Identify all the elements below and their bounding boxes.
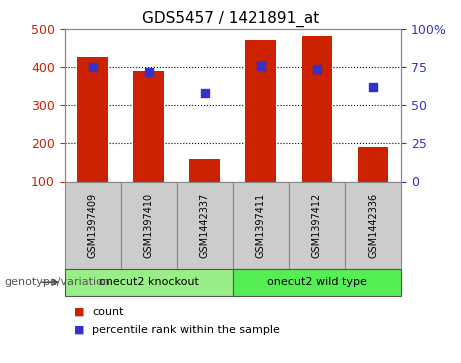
Point [257, 63, 265, 69]
Text: ■: ■ [74, 307, 84, 317]
Text: percentile rank within the sample: percentile rank within the sample [92, 325, 280, 335]
Text: onecut2 knockout: onecut2 knockout [99, 277, 199, 287]
Text: GSM1397412: GSM1397412 [312, 192, 322, 258]
Bar [77, 57, 108, 182]
Text: GSM1442337: GSM1442337 [200, 192, 210, 258]
Text: GDS5457 / 1421891_at: GDS5457 / 1421891_at [142, 11, 319, 27]
Text: GSM1442336: GSM1442336 [368, 192, 378, 258]
Text: GSM1397411: GSM1397411 [256, 192, 266, 258]
Bar [189, 159, 220, 182]
Text: genotype/variation: genotype/variation [5, 277, 111, 287]
Text: count: count [92, 307, 124, 317]
Point [89, 64, 96, 70]
Point [369, 84, 377, 90]
Text: GSM1397409: GSM1397409 [88, 192, 98, 258]
Text: GSM1397410: GSM1397410 [144, 192, 154, 258]
Text: ■: ■ [74, 325, 84, 335]
Point [145, 69, 152, 75]
Bar [301, 36, 332, 182]
Text: onecut2 wild type: onecut2 wild type [267, 277, 367, 287]
Bar [245, 40, 276, 182]
Point [313, 66, 321, 72]
Bar [358, 147, 389, 182]
Bar [133, 71, 164, 182]
Point [201, 90, 208, 96]
